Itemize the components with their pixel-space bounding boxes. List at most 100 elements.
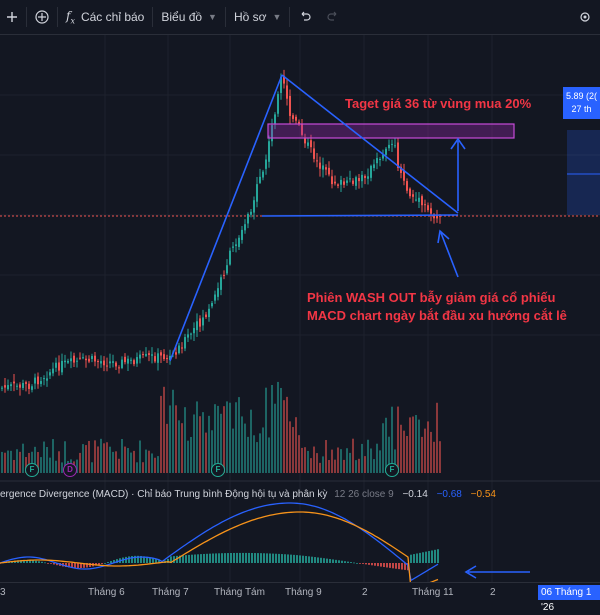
event-marker-f[interactable]: F [385,463,399,477]
event-marker-d[interactable]: D [63,463,77,477]
volume-bar [337,447,339,473]
candle-body [331,176,333,185]
candle-body [433,214,435,219]
settings-gear-icon[interactable] [578,0,592,34]
macd-hist-bar [245,552,247,563]
price-chart[interactable] [0,35,600,582]
plus-icon[interactable] [6,0,18,34]
macd-hist-bar [290,554,292,563]
candle-body [370,165,372,178]
volume-bar [88,440,90,473]
candle-body [349,178,351,180]
volume-bar [235,402,237,473]
redo-button[interactable] [326,0,340,34]
volume-bar [139,440,141,473]
volume-bar [262,427,264,473]
compare-icon[interactable] [35,0,49,34]
macd-hist-value: −0.54 [470,489,496,500]
time-tick: 2 [362,587,368,598]
macd-hist-bar [413,554,415,563]
macd-hist-bar [425,551,427,563]
candlestick-series [1,69,441,396]
candle-body [46,378,48,381]
time-tick: 3 [0,587,6,598]
macd-hist-bar [50,563,52,564]
volume-bar [22,443,24,473]
volume-bar [61,462,63,473]
candle-body [52,368,54,374]
macd-hist-bar [179,555,181,563]
volume-bar [4,452,6,473]
candle-body [118,367,120,369]
volume-bar [292,427,294,473]
volume-bar [31,451,33,473]
macd-hist-bar [134,555,136,563]
indicators-button[interactable]: fx Các chỉ báo [66,0,144,34]
volume-bar [160,395,162,473]
macd-hist-bar [140,555,142,563]
chevron-down-icon: ▼ [272,12,282,22]
volume-bar [175,405,177,473]
candle-body [244,224,246,231]
candle-body [193,328,195,334]
chart-type-button[interactable]: Biểu đồ ▼ [161,0,217,34]
volume-bar [397,406,399,473]
profile-button[interactable]: Hồ sơ ▼ [234,0,281,34]
macd-hist-bar [359,563,361,564]
macd-hist-bar [344,561,346,563]
macd-hist-bar [38,561,40,563]
undo-icon [302,11,311,21]
macd-hist-bar [20,560,22,563]
candle-body [136,357,138,364]
macd-hist-bar [404,563,406,570]
candle-body [271,125,273,142]
macd-hist-bar [281,554,283,563]
event-marker-f[interactable]: F [211,463,225,477]
candle-body [196,321,198,331]
volume-bar [10,450,12,473]
volume-bar [250,409,252,473]
candle-body [49,372,51,376]
volume-bar [109,446,111,473]
candle-body [73,355,75,363]
price-tag-countdown: 27 th [571,104,592,114]
volume-bar [403,430,405,473]
volume-bar [325,440,327,473]
undo-button[interactable] [298,0,312,34]
price-scale-tag: 5.89 (2( 27 th [563,87,600,119]
redo-icon [327,11,337,21]
volume-bar [421,436,423,473]
candle-body [343,181,345,185]
volume-bar [58,451,60,473]
candle-body [208,308,210,318]
volume-bar [436,402,438,473]
volume-bar [418,419,420,473]
volume-bar [49,457,51,473]
macd-hist-bar [104,562,106,564]
macd-hist-bar [356,562,358,564]
candle-body [148,353,150,355]
volume-bar [247,436,249,473]
event-marker-f[interactable]: F [25,463,39,477]
macd-hist-bar [350,562,352,563]
volume-bar [112,451,114,473]
washout-annotation-line1: Phiên WASH OUT bẫy giảm giá cổ phiếu [307,290,556,305]
volume-bar [208,415,210,473]
candle-body [304,137,306,144]
volume-bar [388,436,390,473]
macd-hist-bar [128,556,130,563]
candle-body [247,213,249,224]
volume-bar [391,406,393,473]
volume-bar [79,452,81,473]
macd-params: 12 26 close 9 [334,489,394,500]
volume-bar [406,435,408,473]
macd-legend[interactable]: ergence Divergence (MACD) · Chỉ báo Trun… [0,489,496,500]
time-axis[interactable]: 3 Tháng 6 Tháng 7 Tháng Tám Tháng 9 2 Th… [0,582,600,601]
candle-body [262,171,264,178]
macd-hist-bar [77,563,79,569]
volume-bar [289,421,291,473]
volume-bar [220,413,222,473]
macd-hist-bar [368,563,370,565]
macd-hist-bar [68,563,70,568]
volume-bar [268,437,270,473]
